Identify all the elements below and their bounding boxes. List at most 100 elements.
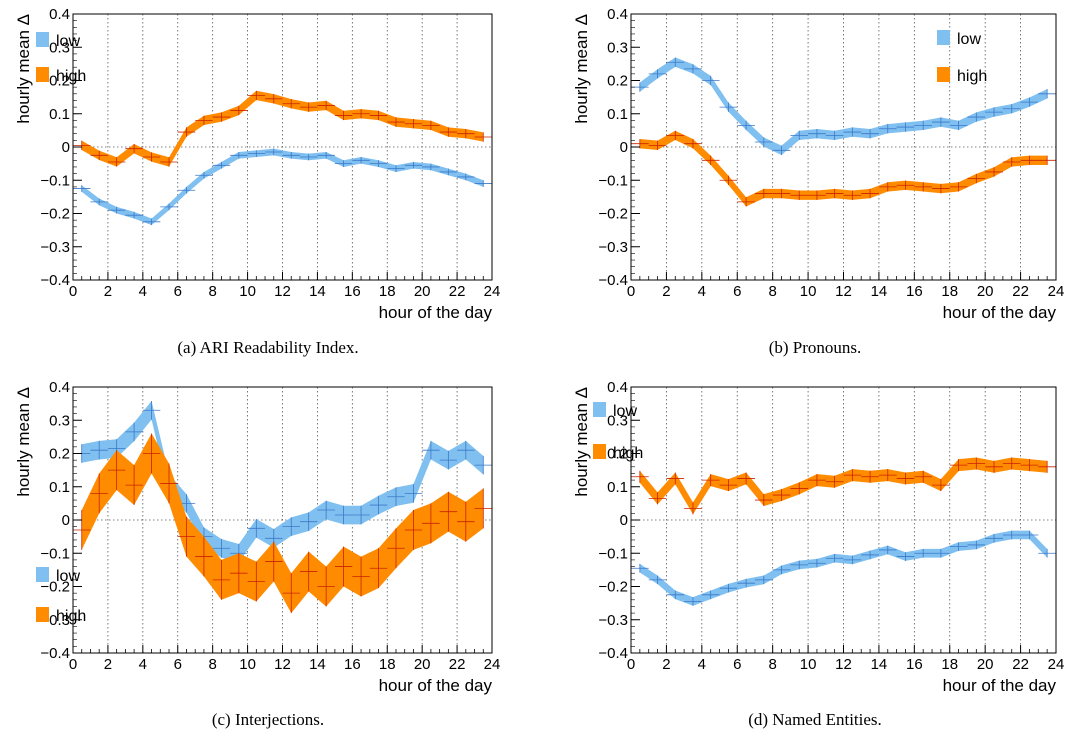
y-tick-label: −0.2 [40, 579, 70, 596]
chart-panel-b: 0 2 4 6 8 10 12 14 16 18 20 22 24 −0.4 −0.3 −0.2 −0.1 0 0.… [557, 0, 1073, 372]
y-tick-label: 0.2 [607, 446, 628, 463]
x-tick-label: 24 [1048, 283, 1065, 300]
x-tick-label: 16 [906, 656, 923, 673]
y-axis-label: hourly mean Δ [14, 14, 33, 124]
legend-label-high: high [957, 68, 987, 85]
y-tick-label: −0.4 [40, 272, 70, 289]
x-tick-label: 10 [239, 656, 256, 673]
y-tick-label: −0.1 [40, 172, 70, 189]
series-band-low [81, 148, 484, 226]
y-tick-label: 0 [620, 139, 628, 156]
y-tick-label: −0.3 [598, 612, 628, 629]
x-tick-label: 6 [733, 283, 741, 300]
x-tick-label: 12 [274, 656, 291, 673]
x-tick-label: 2 [662, 283, 670, 300]
y-tick-label: 0.3 [607, 39, 628, 56]
legend-swatch-high [937, 67, 950, 82]
x-tick-label: 22 [449, 283, 466, 300]
legend-label-low: low [613, 403, 637, 420]
x-tick-label: 10 [239, 283, 256, 300]
x-tick-label: 12 [835, 283, 852, 300]
x-tick-label: 2 [662, 656, 670, 673]
caption-d: (d) Named Entities. [748, 710, 882, 729]
series-band-low [639, 530, 1048, 606]
x-tick-label: 24 [1048, 656, 1065, 673]
x-tick-label: 2 [104, 283, 112, 300]
y-tick-label: 0.4 [49, 379, 70, 396]
x-tick-label: 6 [733, 656, 741, 673]
y-tick-label: −0.1 [40, 545, 70, 562]
x-tick-label: 20 [977, 656, 994, 673]
x-tick-label: 2 [104, 656, 112, 673]
y-tick-label: 0.1 [49, 479, 70, 496]
x-tick-label: 22 [1012, 283, 1029, 300]
y-tick-label: 0 [620, 512, 628, 529]
x-tick-label: 8 [768, 283, 776, 300]
x-tick-label: 6 [174, 283, 182, 300]
y-tick-label: 0.1 [607, 479, 628, 496]
x-tick-label: 0 [627, 656, 635, 673]
x-tick-label: 4 [698, 283, 706, 300]
x-tick-label: 18 [379, 656, 396, 673]
y-tick-label: 0.1 [607, 106, 628, 123]
legend-swatch-low [36, 567, 49, 582]
x-tick-label: 14 [309, 283, 326, 300]
y-tick-label: 0.2 [49, 73, 70, 90]
x-tick-label: 0 [69, 283, 77, 300]
series-band-low [639, 57, 1048, 155]
x-tick-label: 22 [1012, 656, 1029, 673]
legend-label-low: low [56, 568, 80, 585]
chart-svg-a: 0 2 4 6 8 10 12 14 16 18 20 22 24−0.4−0.3−0.2−0.100.… [14, 6, 500, 322]
y-tick-label: −0.2 [598, 206, 628, 223]
x-tick-label: 10 [800, 656, 817, 673]
x-tick-label: 10 [800, 283, 817, 300]
y-tick-label: 0.2 [49, 446, 70, 463]
x-tick-label: 22 [449, 656, 466, 673]
x-tick-label: 12 [274, 283, 291, 300]
x-tick-label: 8 [208, 656, 216, 673]
x-tick-label: 0 [69, 656, 77, 673]
x-tick-label: 8 [768, 656, 776, 673]
y-tick-label: 0.3 [49, 412, 70, 429]
chart-panel-a: 0 2 4 6 8 10 12 14 16 18 20 22 24 −0.4 −0.3 −0.2 −0.1 0 0.… [0, 0, 536, 372]
chart-panel-c: 0 2 4 6 8 10 12 14 16 18 20 22 24 −0.4 −0.3 −0.2 −0.1 0 0.… [0, 372, 536, 744]
x-tick-label: 20 [977, 283, 994, 300]
y-tick-label: 0 [62, 139, 70, 156]
y-tick-label: 0 [62, 512, 70, 529]
x-axis-label: hour of the day [379, 676, 493, 695]
chart-svg-c: 0 2 4 6 8 10 12 14 16 18 20 22 24−0.4−0.3−0.2−0.100.… [14, 379, 500, 695]
caption-c: (c) Interjections. [211, 710, 325, 729]
y-axis-label: hourly mean Δ [572, 14, 591, 124]
series-band-high [639, 130, 1048, 207]
y-tick-label: −0.4 [598, 272, 628, 289]
legend-swatch-high [593, 444, 606, 459]
x-tick-label: 4 [139, 283, 147, 300]
y-tick-label: −0.3 [598, 239, 628, 256]
x-tick-label: 16 [344, 656, 361, 673]
y-tick-label: −0.1 [598, 172, 628, 189]
y-tick-label: 0.4 [607, 379, 628, 396]
x-tick-label: 0 [627, 283, 635, 300]
legend-label-low: low [957, 31, 981, 48]
x-tick-label: 12 [835, 656, 852, 673]
x-tick-label: 14 [871, 656, 888, 673]
legend-label-high: high [56, 68, 86, 85]
legend-label-low: low [56, 33, 80, 50]
legend-label-high: high [613, 445, 643, 462]
legend-swatch-low [937, 30, 950, 45]
x-tick-label: 6 [174, 656, 182, 673]
x-tick-label: 18 [941, 656, 958, 673]
y-tick-label: −0.2 [40, 206, 70, 223]
legend-label-high: high [56, 608, 86, 625]
series-band-low [81, 400, 484, 563]
y-tick-label: −0.2 [598, 579, 628, 596]
x-axis-label: hour of the day [943, 676, 1057, 695]
y-tick-label: −0.4 [40, 645, 70, 662]
y-tick-label: 0.3 [607, 412, 628, 429]
legend-swatch-high [36, 607, 49, 622]
x-tick-label: 18 [379, 283, 396, 300]
x-tick-label: 14 [309, 656, 326, 673]
x-tick-label: 8 [208, 283, 216, 300]
y-tick-label: −0.4 [598, 645, 628, 662]
series-band-high [81, 90, 484, 167]
